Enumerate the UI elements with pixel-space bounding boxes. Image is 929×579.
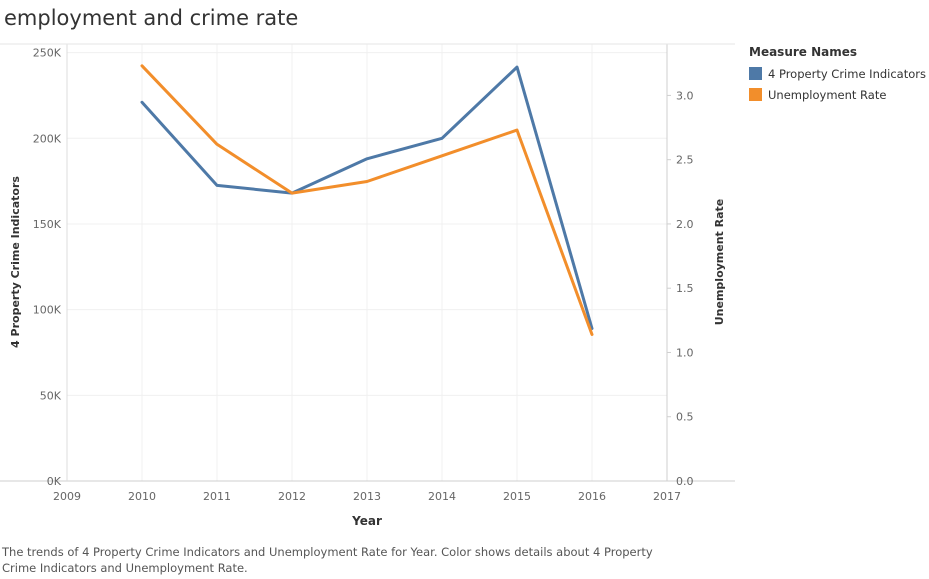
legend-swatch-crime: [749, 67, 762, 80]
y-right-tick-label: 3.0: [676, 89, 694, 102]
legend: Measure Names 4 Property Crime Indicator…: [749, 45, 926, 105]
series-line-unemployment: [140, 64, 594, 336]
x-tick-label: 2009: [53, 490, 81, 503]
x-tick-label: 2010: [128, 490, 156, 503]
y-left-tick-label: 100K: [33, 304, 62, 317]
y-right-tick-label: 0.0: [676, 475, 694, 488]
chart-caption: The trends of 4 Property Crime Indicator…: [2, 545, 653, 575]
x-tick-label: 2014: [428, 490, 456, 503]
legend-title: Measure Names: [749, 45, 858, 59]
series-line-crime: [140, 65, 594, 330]
legend-item-unemployment[interactable]: Unemployment Rate: [749, 84, 926, 105]
y-left-tick-label: 200K: [33, 132, 62, 145]
legend-swatch-unemployment: [749, 88, 762, 101]
x-tick-label: 2011: [203, 490, 231, 503]
x-tick-label: 2015: [503, 490, 531, 503]
x-tick-label: 2012: [278, 490, 306, 503]
x-tick-label: 2017: [653, 490, 681, 503]
tick-labels: 0K 50K 100K 150K 200K 250K 2009 2010 2011 2012 201…: [33, 47, 694, 503]
y-right-tick-label: 1.0: [676, 346, 694, 359]
y-right-tick-label: 0.5: [676, 411, 694, 424]
y-right-tick-label: 2.0: [676, 218, 694, 231]
y-left-tick-label: 150K: [33, 218, 62, 231]
series-lines: [140, 64, 594, 336]
y-right-tick-label: 2.5: [676, 154, 694, 167]
y-axis-left-title: 4 Property Crime Indicators: [9, 176, 22, 348]
legend-item-crime[interactable]: 4 Property Crime Indicators: [749, 63, 926, 84]
gridlines: [67, 44, 667, 481]
y-axis-right-title: Unemployment Rate: [713, 199, 726, 326]
y-left-tick-label: 50K: [40, 389, 62, 402]
x-tick-label: 2013: [353, 490, 381, 503]
x-tick-label: 2016: [578, 490, 606, 503]
y-left-tick-label: 250K: [33, 47, 62, 60]
y-left-tick-label: 0K: [47, 475, 62, 488]
y-right-tick-label: 1.5: [676, 282, 694, 295]
legend-label-crime: 4 Property Crime Indicators: [768, 66, 926, 81]
axes: [0, 43, 735, 482]
chart-title: employment and crime rate: [4, 6, 299, 30]
x-axis-title: Year: [351, 514, 382, 528]
legend-label-unemployment: Unemployment Rate: [768, 87, 887, 102]
